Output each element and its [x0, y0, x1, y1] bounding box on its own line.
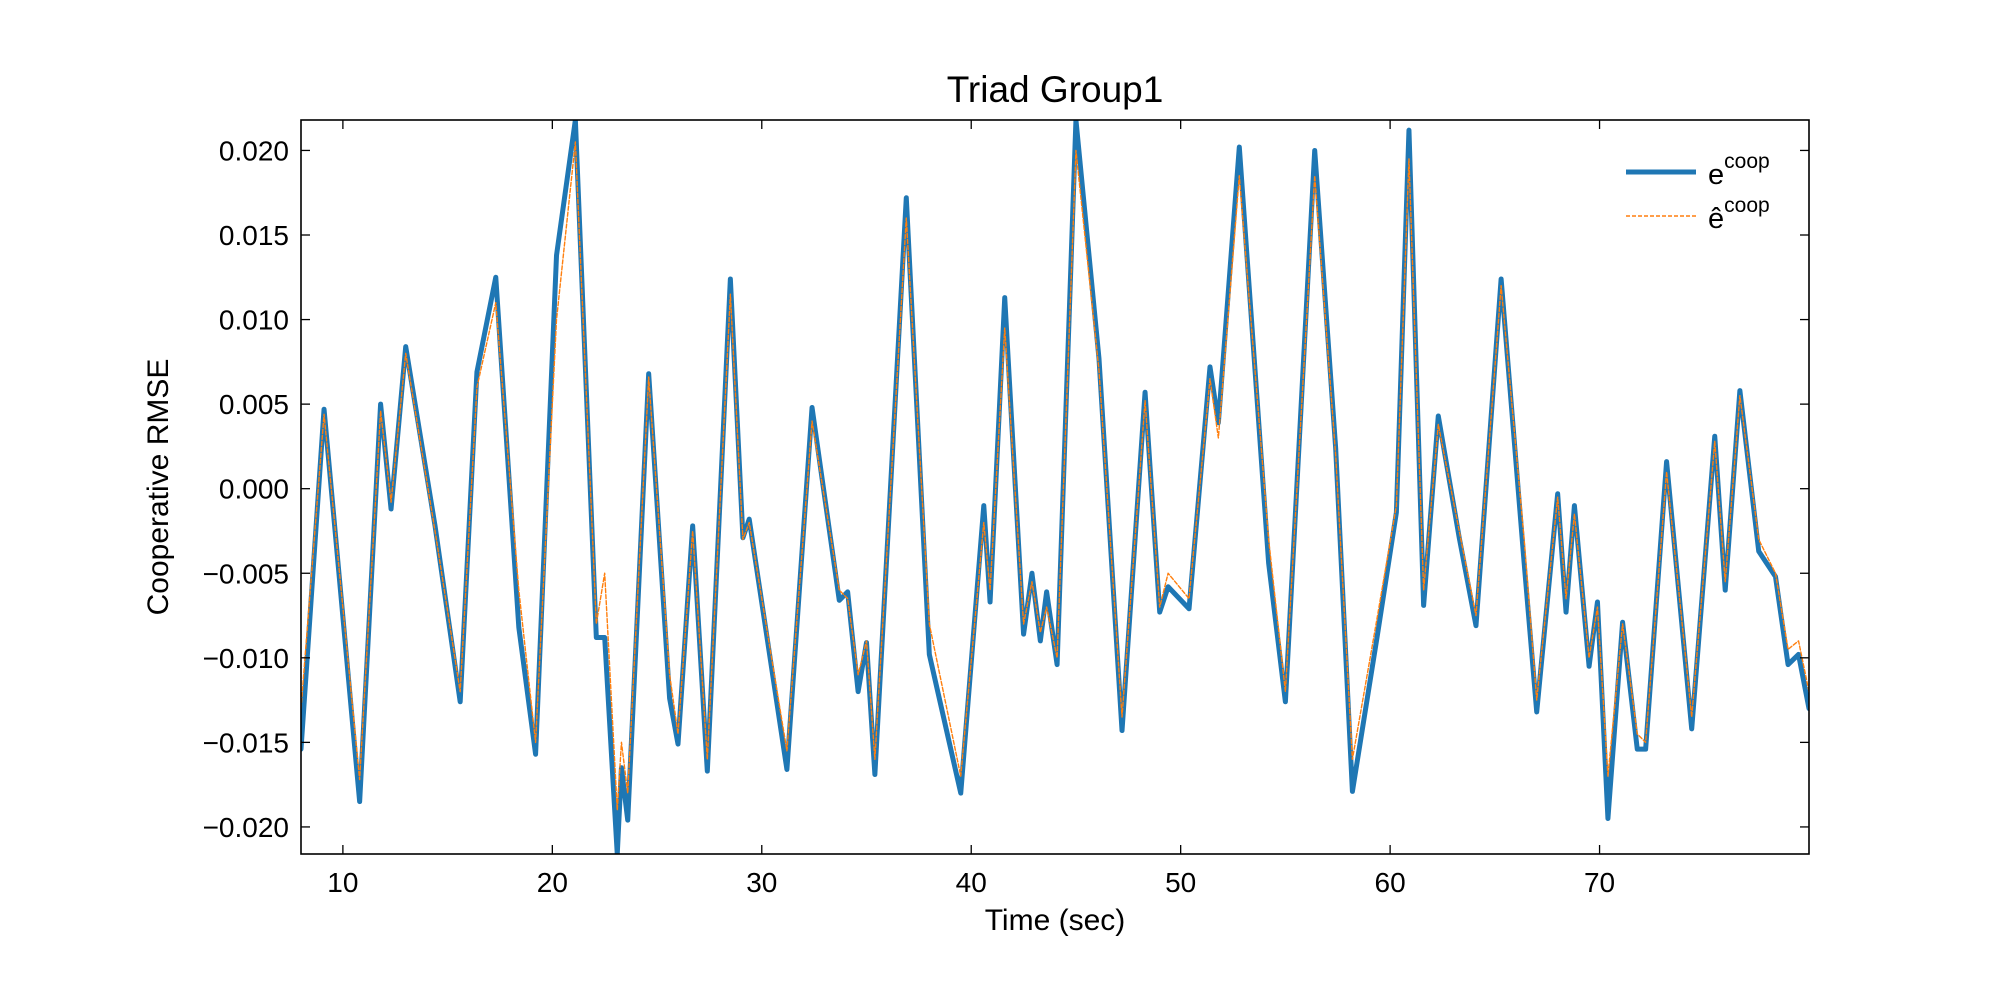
y-tick-label: −0.010: [203, 643, 289, 674]
y-tick-label: −0.005: [203, 558, 289, 589]
x-tick-label: 40: [956, 867, 987, 898]
legend-superscript: coop: [1724, 150, 1770, 173]
series-line: [301, 141, 1809, 811]
y-tick-label: −0.015: [203, 727, 289, 758]
y-tick-label: 0.020: [219, 135, 289, 166]
legend-name: ê: [1708, 203, 1724, 235]
legend-label: ecoop: [1708, 150, 1770, 191]
legend-label: êcoop: [1708, 194, 1770, 235]
x-tick-label: 70: [1584, 867, 1615, 898]
x-tick-label: 30: [746, 867, 777, 898]
x-tick-label: 20: [537, 867, 568, 898]
y-tick-label: 0.000: [219, 474, 289, 505]
y-tick-label: 0.010: [219, 305, 289, 336]
y-tick-label: 0.015: [219, 220, 289, 251]
legend-superscript: coop: [1724, 194, 1770, 217]
y-tick-label: −0.020: [203, 812, 289, 843]
x-axis-label: Time (sec): [985, 904, 1126, 937]
chart-title: Triad Group1: [947, 69, 1164, 110]
plot-frame: [300, 119, 1810, 855]
x-tick-label: 10: [327, 867, 358, 898]
y-axis-label: Cooperative RMSE: [142, 359, 175, 616]
legend-name: e: [1708, 159, 1724, 191]
x-tick-label: 60: [1375, 867, 1406, 898]
x-tick-label: 50: [1165, 867, 1196, 898]
y-tick-label: 0.005: [219, 389, 289, 420]
